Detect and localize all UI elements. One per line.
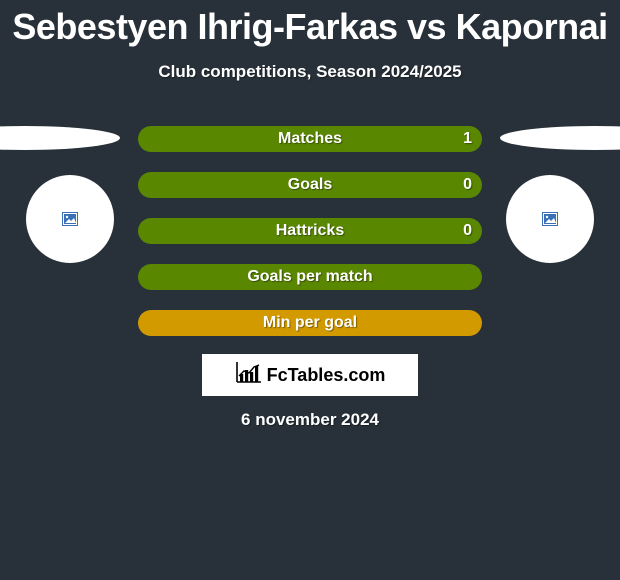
stat-value: 0 xyxy=(463,176,472,194)
stat-row-min-per-goal: Min per goal xyxy=(138,310,482,336)
comparison-card: Sebestyen Ihrig-Farkas vs Kapornai Club … xyxy=(0,0,620,580)
logo-text: FcTables.com xyxy=(267,365,386,386)
source-logo: FcTables.com xyxy=(202,354,418,396)
left-player-avatar xyxy=(26,175,114,263)
stat-label: Hattricks xyxy=(138,222,482,240)
stat-value: 1 xyxy=(463,130,472,148)
stat-row-hattricks: Hattricks 0 xyxy=(138,218,482,244)
stat-label: Matches xyxy=(138,130,482,148)
page-title: Sebestyen Ihrig-Farkas vs Kapornai xyxy=(0,0,620,48)
right-player-avatar xyxy=(506,175,594,263)
date-text: 6 november 2024 xyxy=(0,410,620,430)
stat-label: Min per goal xyxy=(138,314,482,332)
left-name-ellipse xyxy=(0,126,120,150)
stat-label: Goals per match xyxy=(138,268,482,286)
stat-value: 0 xyxy=(463,222,472,240)
right-name-ellipse xyxy=(500,126,620,150)
stat-row-matches: Matches 1 xyxy=(138,126,482,152)
stat-row-goals-per-match: Goals per match xyxy=(138,264,482,290)
stats-list: Matches 1 Goals 0 Hattricks 0 Goals per … xyxy=(138,126,482,356)
image-placeholder-icon xyxy=(62,212,78,226)
image-placeholder-icon xyxy=(542,212,558,226)
stat-row-goals: Goals 0 xyxy=(138,172,482,198)
stat-label: Goals xyxy=(138,176,482,194)
subtitle: Club competitions, Season 2024/2025 xyxy=(0,62,620,82)
bar-chart-icon xyxy=(235,362,261,389)
